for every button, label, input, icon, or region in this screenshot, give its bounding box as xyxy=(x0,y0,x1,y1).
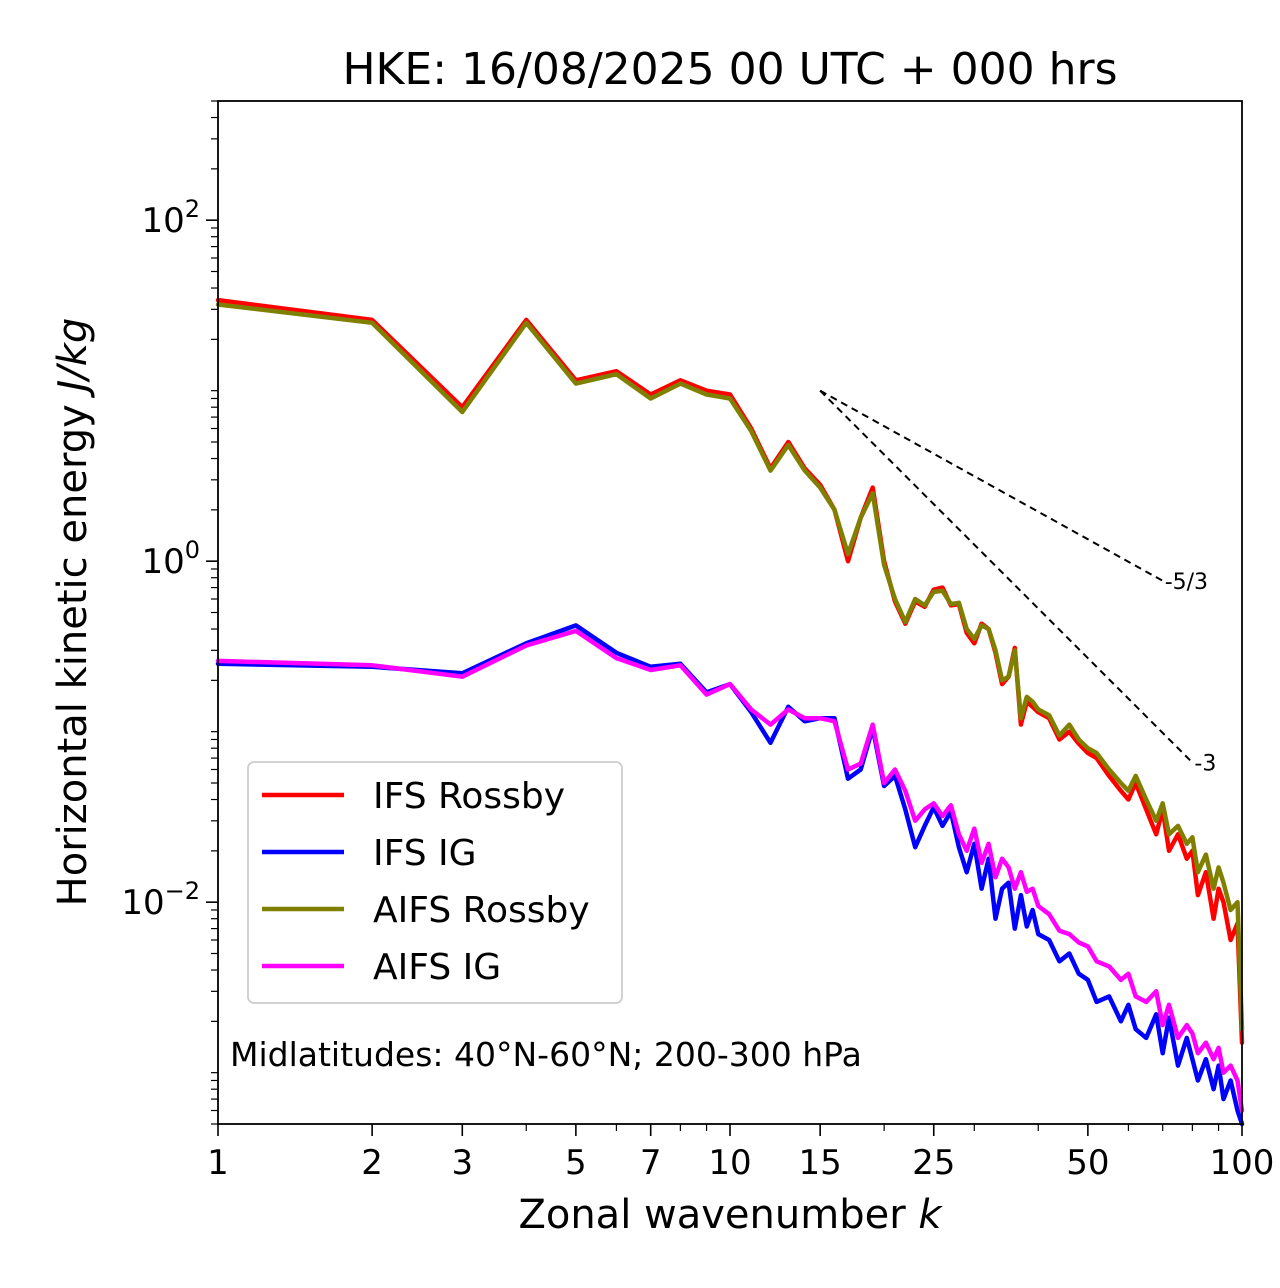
x-tick-label: 15 xyxy=(799,1143,842,1183)
legend-box xyxy=(247,761,623,1004)
x-axis-label-symbol: k xyxy=(918,1192,943,1238)
y-tick-label: 10−2 xyxy=(121,877,200,923)
x-axis: 1 2 3 5 7 10 15 25 50 100 xyxy=(207,1124,1274,1183)
x-tick-label: 1 xyxy=(207,1143,229,1183)
y-tick-label: 102 xyxy=(141,195,200,241)
x-tick-label: 3 xyxy=(451,1143,473,1183)
reference-slope-line xyxy=(819,389,1164,582)
series-lines xyxy=(215,297,1245,1127)
region-annotation: Midlatitudes: 40°N-60°N; 200-300 hPa xyxy=(230,1035,862,1074)
legend-label: AIFS IG xyxy=(373,947,501,988)
legend-label: IFS IG xyxy=(373,833,477,874)
y-axis-label-text: Horizontal kinetic energy xyxy=(50,392,96,907)
y-axis-label-symbol: J/kg xyxy=(50,318,96,399)
y-tick-label: 100 xyxy=(141,536,200,582)
legend-label: AIFS Rossby xyxy=(373,890,590,931)
x-tick-label: 5 xyxy=(565,1143,587,1183)
chart-title: HKE: 16/08/2025 00 UTC + 000 hrs xyxy=(342,44,1117,95)
y-axis: 102 100 10−2 xyxy=(121,195,218,923)
x-tick-label: 10 xyxy=(708,1143,751,1183)
x-axis-label: Zonal wavenumber k xyxy=(518,1192,943,1238)
legend-label: IFS Rossby xyxy=(373,776,565,817)
x-tick-label: 100 xyxy=(1210,1143,1275,1183)
legend: IFS Rossby IFS IG AIFS Rossby AIFS IG xyxy=(247,761,623,1004)
reference-slope-label: -3 xyxy=(1194,752,1216,777)
y-axis-label: Horizontal kinetic energy J/kg xyxy=(50,318,96,907)
reference-slope-label: -5/3 xyxy=(1165,570,1208,595)
minor-ticks xyxy=(211,100,1220,1131)
x-tick-label: 25 xyxy=(912,1143,955,1183)
x-tick-label: 2 xyxy=(361,1143,383,1183)
series-line-ifs-ig xyxy=(215,623,1245,1127)
reference-slope-lines: -5/3 -3 xyxy=(819,389,1216,777)
series-line-aifs-rossby xyxy=(215,302,1245,1032)
series-line-aifs-ig xyxy=(215,628,1245,1113)
x-axis-label-text: Zonal wavenumber xyxy=(518,1192,918,1238)
reference-slope-line xyxy=(819,389,1194,764)
x-tick-label: 50 xyxy=(1066,1143,1109,1183)
x-tick-label: 7 xyxy=(640,1143,662,1183)
